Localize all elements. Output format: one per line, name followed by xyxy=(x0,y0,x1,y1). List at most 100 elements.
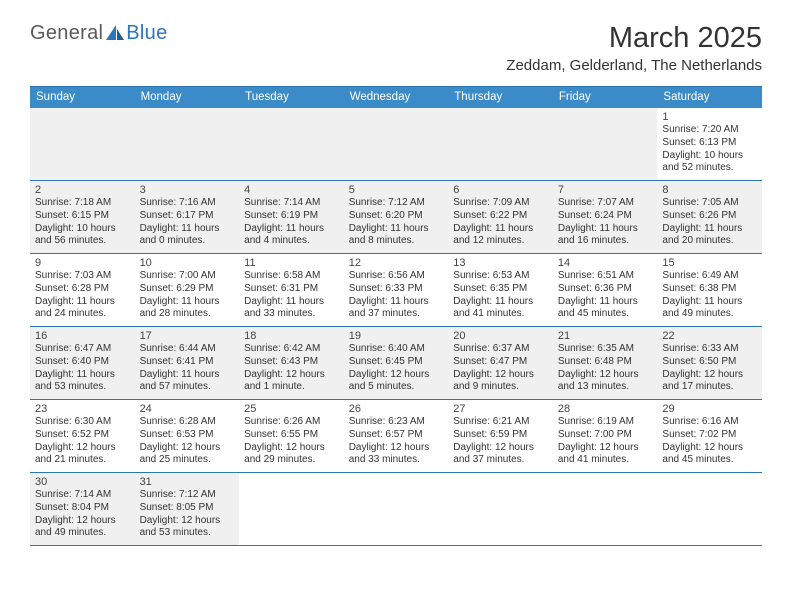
day-cell: 16Sunrise: 6:47 AMSunset: 6:40 PMDayligh… xyxy=(30,327,135,399)
day-info: Sunrise: 7:09 AMSunset: 6:22 PMDaylight:… xyxy=(453,197,548,248)
day-info: Sunrise: 6:53 AMSunset: 6:35 PMDaylight:… xyxy=(453,270,548,321)
day-info: Sunrise: 6:56 AMSunset: 6:33 PMDaylight:… xyxy=(349,270,444,321)
day-number: 23 xyxy=(35,403,130,415)
day-info: Sunrise: 7:07 AMSunset: 6:24 PMDaylight:… xyxy=(558,197,653,248)
day-number: 21 xyxy=(558,330,653,342)
day-number: 31 xyxy=(140,476,235,488)
day-number: 24 xyxy=(140,403,235,415)
day-info: Sunrise: 6:47 AMSunset: 6:40 PMDaylight:… xyxy=(35,343,130,394)
empty-cell xyxy=(30,108,135,180)
day-number: 4 xyxy=(244,184,339,196)
day-info: Sunrise: 7:00 AMSunset: 6:29 PMDaylight:… xyxy=(140,270,235,321)
day-info: Sunrise: 6:26 AMSunset: 6:55 PMDaylight:… xyxy=(244,416,339,467)
day-info: Sunrise: 7:20 AMSunset: 6:13 PMDaylight:… xyxy=(662,124,757,175)
week-row: 23Sunrise: 6:30 AMSunset: 6:52 PMDayligh… xyxy=(30,400,762,473)
empty-cell xyxy=(239,473,344,545)
empty-cell xyxy=(448,108,553,180)
day-header-cell: Wednesday xyxy=(344,87,449,108)
day-cell: 12Sunrise: 6:56 AMSunset: 6:33 PMDayligh… xyxy=(344,254,449,326)
day-number: 2 xyxy=(35,184,130,196)
day-cell: 2Sunrise: 7:18 AMSunset: 6:15 PMDaylight… xyxy=(30,181,135,253)
day-number: 25 xyxy=(244,403,339,415)
day-info: Sunrise: 6:21 AMSunset: 6:59 PMDaylight:… xyxy=(453,416,548,467)
calendar: SundayMondayTuesdayWednesdayThursdayFrid… xyxy=(30,86,762,546)
day-cell: 20Sunrise: 6:37 AMSunset: 6:47 PMDayligh… xyxy=(448,327,553,399)
week-row: 30Sunrise: 7:14 AMSunset: 8:04 PMDayligh… xyxy=(30,473,762,546)
day-info: Sunrise: 7:14 AMSunset: 8:04 PMDaylight:… xyxy=(35,489,130,540)
day-number: 5 xyxy=(349,184,444,196)
day-cell: 9Sunrise: 7:03 AMSunset: 6:28 PMDaylight… xyxy=(30,254,135,326)
day-number: 12 xyxy=(349,257,444,269)
day-header-cell: Thursday xyxy=(448,87,553,108)
week-row: 16Sunrise: 6:47 AMSunset: 6:40 PMDayligh… xyxy=(30,327,762,400)
day-header-cell: Friday xyxy=(553,87,658,108)
day-info: Sunrise: 7:05 AMSunset: 6:26 PMDaylight:… xyxy=(662,197,757,248)
day-number: 11 xyxy=(244,257,339,269)
day-cell: 30Sunrise: 7:14 AMSunset: 8:04 PMDayligh… xyxy=(30,473,135,545)
day-header-cell: Monday xyxy=(135,87,240,108)
day-cell: 7Sunrise: 7:07 AMSunset: 6:24 PMDaylight… xyxy=(553,181,658,253)
day-header-cell: Sunday xyxy=(30,87,135,108)
day-cell: 11Sunrise: 6:58 AMSunset: 6:31 PMDayligh… xyxy=(239,254,344,326)
logo-sail-icon xyxy=(105,25,125,43)
day-info: Sunrise: 6:58 AMSunset: 6:31 PMDaylight:… xyxy=(244,270,339,321)
day-header-cell: Saturday xyxy=(657,87,762,108)
day-cell: 18Sunrise: 6:42 AMSunset: 6:43 PMDayligh… xyxy=(239,327,344,399)
day-cell: 29Sunrise: 6:16 AMSunset: 7:02 PMDayligh… xyxy=(657,400,762,472)
day-cell: 10Sunrise: 7:00 AMSunset: 6:29 PMDayligh… xyxy=(135,254,240,326)
day-number: 29 xyxy=(662,403,757,415)
day-cell: 1Sunrise: 7:20 AMSunset: 6:13 PMDaylight… xyxy=(657,108,762,180)
day-cell: 22Sunrise: 6:33 AMSunset: 6:50 PMDayligh… xyxy=(657,327,762,399)
day-info: Sunrise: 6:28 AMSunset: 6:53 PMDaylight:… xyxy=(140,416,235,467)
day-number: 28 xyxy=(558,403,653,415)
day-number: 30 xyxy=(35,476,130,488)
day-number: 10 xyxy=(140,257,235,269)
day-number: 7 xyxy=(558,184,653,196)
day-info: Sunrise: 7:12 AMSunset: 8:05 PMDaylight:… xyxy=(140,489,235,540)
day-info: Sunrise: 6:44 AMSunset: 6:41 PMDaylight:… xyxy=(140,343,235,394)
week-row: 1Sunrise: 7:20 AMSunset: 6:13 PMDaylight… xyxy=(30,108,762,181)
logo-text-1: General xyxy=(30,22,103,45)
day-number: 27 xyxy=(453,403,548,415)
day-cell: 21Sunrise: 6:35 AMSunset: 6:48 PMDayligh… xyxy=(553,327,658,399)
empty-cell xyxy=(239,108,344,180)
day-cell: 5Sunrise: 7:12 AMSunset: 6:20 PMDaylight… xyxy=(344,181,449,253)
day-cell: 27Sunrise: 6:21 AMSunset: 6:59 PMDayligh… xyxy=(448,400,553,472)
day-cell: 6Sunrise: 7:09 AMSunset: 6:22 PMDaylight… xyxy=(448,181,553,253)
day-number: 20 xyxy=(453,330,548,342)
day-number: 14 xyxy=(558,257,653,269)
empty-cell xyxy=(553,473,658,545)
day-info: Sunrise: 6:42 AMSunset: 6:43 PMDaylight:… xyxy=(244,343,339,394)
day-info: Sunrise: 7:18 AMSunset: 6:15 PMDaylight:… xyxy=(35,197,130,248)
day-info: Sunrise: 6:30 AMSunset: 6:52 PMDaylight:… xyxy=(35,416,130,467)
day-cell: 17Sunrise: 6:44 AMSunset: 6:41 PMDayligh… xyxy=(135,327,240,399)
day-number: 13 xyxy=(453,257,548,269)
day-info: Sunrise: 6:37 AMSunset: 6:47 PMDaylight:… xyxy=(453,343,548,394)
week-row: 2Sunrise: 7:18 AMSunset: 6:15 PMDaylight… xyxy=(30,181,762,254)
day-cell: 15Sunrise: 6:49 AMSunset: 6:38 PMDayligh… xyxy=(657,254,762,326)
day-info: Sunrise: 6:33 AMSunset: 6:50 PMDaylight:… xyxy=(662,343,757,394)
day-header-cell: Tuesday xyxy=(239,87,344,108)
day-info: Sunrise: 6:49 AMSunset: 6:38 PMDaylight:… xyxy=(662,270,757,321)
day-number: 22 xyxy=(662,330,757,342)
day-number: 9 xyxy=(35,257,130,269)
day-info: Sunrise: 7:03 AMSunset: 6:28 PMDaylight:… xyxy=(35,270,130,321)
day-info: Sunrise: 6:23 AMSunset: 6:57 PMDaylight:… xyxy=(349,416,444,467)
day-info: Sunrise: 7:12 AMSunset: 6:20 PMDaylight:… xyxy=(349,197,444,248)
day-info: Sunrise: 6:16 AMSunset: 7:02 PMDaylight:… xyxy=(662,416,757,467)
day-info: Sunrise: 6:40 AMSunset: 6:45 PMDaylight:… xyxy=(349,343,444,394)
day-info: Sunrise: 6:19 AMSunset: 7:00 PMDaylight:… xyxy=(558,416,653,467)
day-number: 1 xyxy=(662,111,757,123)
day-cell: 28Sunrise: 6:19 AMSunset: 7:00 PMDayligh… xyxy=(553,400,658,472)
day-cell: 26Sunrise: 6:23 AMSunset: 6:57 PMDayligh… xyxy=(344,400,449,472)
empty-cell xyxy=(344,473,449,545)
day-number: 19 xyxy=(349,330,444,342)
day-cell: 13Sunrise: 6:53 AMSunset: 6:35 PMDayligh… xyxy=(448,254,553,326)
empty-cell xyxy=(448,473,553,545)
logo-text-2: Blue xyxy=(126,22,167,45)
title-block: March 2025 Zeddam, Gelderland, The Nethe… xyxy=(506,22,762,74)
empty-cell xyxy=(553,108,658,180)
empty-cell xyxy=(135,108,240,180)
day-info: Sunrise: 6:35 AMSunset: 6:48 PMDaylight:… xyxy=(558,343,653,394)
day-cell: 23Sunrise: 6:30 AMSunset: 6:52 PMDayligh… xyxy=(30,400,135,472)
